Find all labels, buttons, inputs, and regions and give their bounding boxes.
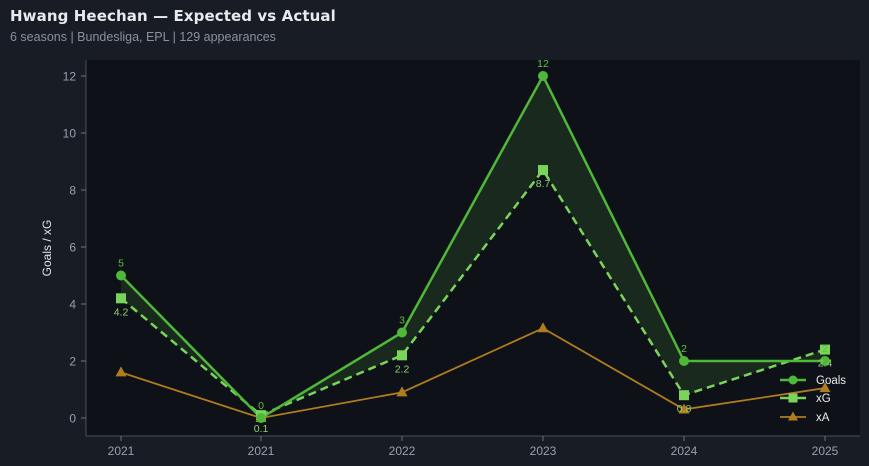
x-tick-label: 2023 bbox=[530, 444, 557, 458]
xg-marker-square-icon bbox=[820, 344, 830, 355]
goals-marker-circle-icon bbox=[397, 327, 407, 338]
y-tick-label: 8 bbox=[69, 184, 76, 198]
legend-label: xG bbox=[816, 393, 831, 405]
legend: Goals xG xA bbox=[780, 375, 846, 424]
goals-value-label: 3 bbox=[399, 315, 405, 327]
legend-xa-triangle-icon bbox=[788, 411, 798, 421]
xg-value-label: 4.2 bbox=[114, 306, 129, 318]
xg-marker-square-icon bbox=[679, 390, 689, 401]
xa-marker-triangle-icon bbox=[819, 382, 831, 393]
xg-value-label: 0.8 bbox=[677, 403, 692, 415]
chart-subtitle: 6 seasons | Bundesliga, EPL | 129 appear… bbox=[10, 30, 276, 44]
legend-label: xA bbox=[816, 412, 830, 424]
legend-xg-square-icon bbox=[788, 393, 798, 403]
value-labels: 5 4.2 0 0.1 3 2.2 12 8.7 2 0.8 2 2.4 bbox=[114, 58, 833, 435]
goals-line bbox=[120, 73, 825, 420]
xg-marker-square-icon bbox=[538, 165, 548, 176]
xa-marker-triangle-icon bbox=[678, 403, 690, 414]
goals-marker-circle-icon bbox=[679, 356, 689, 366]
goals-xg-area bbox=[121, 76, 825, 418]
x-tick-label: 2021 bbox=[108, 444, 135, 458]
xg-marker-square-icon bbox=[116, 293, 126, 304]
x-tick-label: 2024 bbox=[671, 444, 698, 458]
y-tick-label: 10 bbox=[63, 127, 77, 141]
goals-marker-circle-icon bbox=[538, 71, 548, 81]
legend-label: Goals bbox=[816, 375, 846, 387]
goals-marker-circle-icon bbox=[820, 356, 830, 366]
xa-marker-triangle-icon bbox=[115, 366, 127, 377]
y-tick-label: 12 bbox=[63, 70, 77, 84]
y-tick-label: 0 bbox=[69, 412, 76, 426]
goals-marker-circle-icon bbox=[256, 413, 266, 423]
y-tick-label: 2 bbox=[69, 355, 76, 369]
y-axis-label: Goals / xG bbox=[40, 220, 54, 277]
goals-value-label: 5 bbox=[118, 258, 124, 270]
y-tick-label: 6 bbox=[69, 241, 76, 255]
xg-value-label: 2.4 bbox=[818, 358, 833, 370]
legend-goals-circle-icon bbox=[788, 375, 798, 385]
goals-marker-circle-icon bbox=[116, 270, 126, 281]
xg-value-label: 2.2 bbox=[395, 363, 410, 375]
y-tick-label: 4 bbox=[69, 298, 76, 312]
x-tick-label: 2021 bbox=[248, 444, 275, 458]
goals-xg-fill bbox=[121, 76, 825, 418]
x-tick-label: 2022 bbox=[389, 444, 416, 458]
xg-value-label: 8.7 bbox=[536, 178, 551, 190]
xg-line bbox=[120, 167, 826, 417]
goals-value-label: 2 bbox=[822, 343, 828, 355]
xa-marker-triangle-icon bbox=[537, 322, 549, 333]
goals-value-label: 2 bbox=[681, 343, 687, 355]
xa-line bbox=[120, 327, 826, 419]
series bbox=[115, 71, 831, 423]
xg-value-label: 0.1 bbox=[254, 423, 269, 435]
goals-value-label: 0 bbox=[258, 400, 264, 412]
goals-value-label: 12 bbox=[537, 58, 549, 70]
xa-marker-triangle-icon bbox=[396, 386, 408, 397]
chart-title: Hwang Heechan — Expected vs Actual bbox=[10, 7, 336, 25]
xg-marker-square-icon bbox=[397, 350, 407, 361]
x-tick-label: 2025 bbox=[812, 444, 839, 458]
